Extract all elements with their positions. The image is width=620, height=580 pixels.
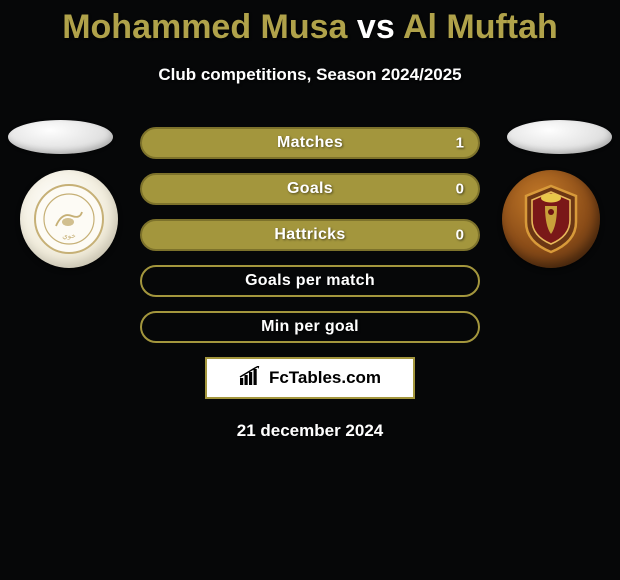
stat-label: Min per goal (261, 318, 359, 336)
subtitle-text: Club competitions, Season 2024/2025 (0, 65, 620, 85)
stat-label: Goals per match (245, 272, 375, 290)
stat-label: Hattricks (274, 226, 345, 244)
stats-container: Matches 1 Goals 0 Hattricks 0 Goals per … (0, 127, 620, 343)
branding-text: FcTables.com (269, 368, 381, 388)
player2-name: Al Muftah (403, 8, 558, 46)
stat-row-goals: Goals 0 (140, 173, 480, 205)
stat-label: Matches (277, 134, 343, 152)
player1-name: Mohammed Musa (62, 8, 347, 46)
stat-row-min-per-goal: Min per goal (140, 311, 480, 343)
stat-label: Goals (287, 180, 333, 198)
date-text: 21 december 2024 (0, 421, 620, 441)
stat-row-matches: Matches 1 (140, 127, 480, 159)
stat-row-hattricks: Hattricks 0 (140, 219, 480, 251)
comparison-title: Mohammed Musa vs Al Muftah (0, 0, 620, 47)
stat-value-right: 1 (456, 135, 464, 152)
stat-row-goals-per-match: Goals per match (140, 265, 480, 297)
vs-text: vs (357, 8, 395, 46)
branding-box: FcTables.com (205, 357, 415, 399)
stat-value-right: 0 (456, 181, 464, 198)
stat-value-right: 0 (456, 227, 464, 244)
bar-chart-icon (239, 366, 265, 391)
